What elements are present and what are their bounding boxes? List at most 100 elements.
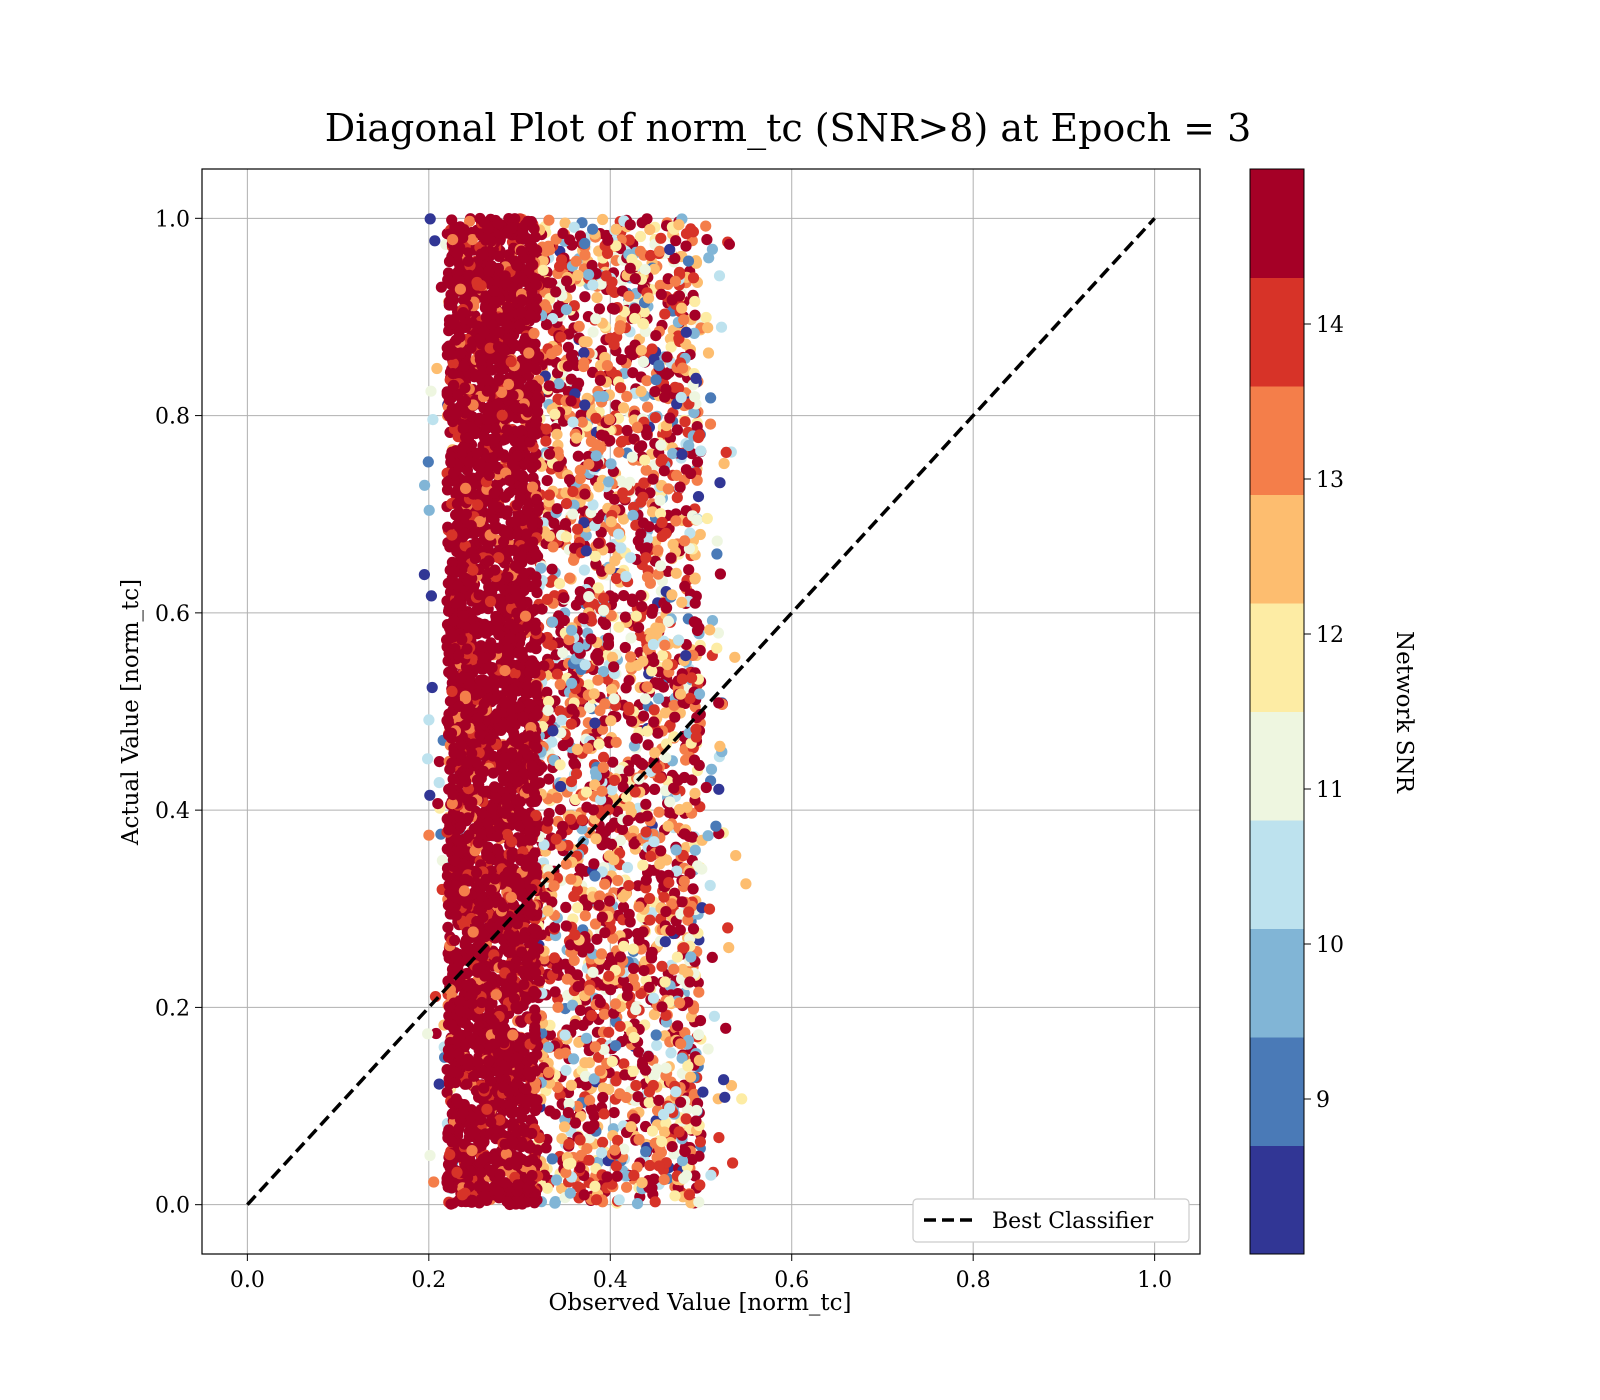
data-point <box>606 683 618 696</box>
data-point <box>591 439 603 451</box>
data-point <box>648 716 660 728</box>
data-point <box>596 785 608 797</box>
data-point <box>693 688 706 700</box>
data-point <box>543 448 556 460</box>
data-point <box>571 432 583 444</box>
data-point <box>579 291 591 303</box>
data-point <box>679 580 691 592</box>
data-point <box>627 367 639 379</box>
data-point <box>596 565 608 577</box>
data-point <box>608 774 621 787</box>
data-point <box>669 275 682 287</box>
data-point <box>609 1144 621 1156</box>
data-point <box>551 962 563 974</box>
data-point <box>643 1086 656 1098</box>
data-point <box>635 344 647 356</box>
data-point <box>612 1134 624 1147</box>
data-point <box>676 1052 688 1064</box>
data-point <box>566 703 578 715</box>
data-point <box>648 704 660 716</box>
data-point <box>548 952 561 964</box>
data-point <box>569 1018 581 1031</box>
data-point <box>550 833 562 845</box>
data-point <box>640 798 652 810</box>
data-point <box>704 624 716 636</box>
data-point <box>572 523 584 535</box>
data-point <box>670 1086 682 1098</box>
data-point <box>676 302 688 314</box>
data-point <box>594 1065 606 1077</box>
data-point <box>583 591 595 603</box>
data-point <box>678 875 690 887</box>
data-point <box>674 481 686 493</box>
data-point <box>614 323 626 335</box>
data-point <box>582 742 594 755</box>
data-point <box>543 695 555 708</box>
data-point <box>491 843 503 855</box>
data-point <box>583 1154 595 1166</box>
data-point <box>598 751 610 764</box>
data-point <box>628 962 640 975</box>
data-point <box>614 951 627 963</box>
data-point <box>573 320 585 332</box>
data-point <box>544 1077 556 1089</box>
data-point <box>574 1134 586 1146</box>
data-point <box>645 850 657 863</box>
data-point <box>617 891 629 903</box>
data-point <box>658 465 670 477</box>
data-point <box>591 292 603 304</box>
data-point <box>554 678 566 691</box>
data-point <box>574 473 586 485</box>
data-point <box>648 263 660 275</box>
data-point <box>689 787 701 800</box>
data-point <box>596 911 608 923</box>
data-point <box>553 378 565 390</box>
data-point <box>694 1136 707 1148</box>
data-point <box>678 314 690 326</box>
data-point <box>687 923 700 935</box>
data-point <box>623 765 635 777</box>
data-point <box>570 255 582 267</box>
data-point <box>609 555 621 567</box>
data-point <box>582 1121 594 1133</box>
data-point <box>647 473 659 485</box>
data-point <box>636 217 648 229</box>
data-point <box>603 850 616 862</box>
data-point <box>560 920 572 932</box>
data-point <box>648 836 660 848</box>
data-point <box>691 624 704 637</box>
data-point <box>722 922 734 934</box>
data-point <box>560 304 573 316</box>
data-point <box>637 859 649 871</box>
data-point <box>558 592 570 604</box>
data-point <box>608 693 620 705</box>
data-point <box>583 679 595 691</box>
data-point <box>718 457 730 470</box>
data-point <box>685 951 697 963</box>
data-point <box>649 1196 661 1208</box>
data-point <box>668 963 680 975</box>
data-point <box>617 487 629 499</box>
data-point <box>578 357 590 369</box>
data-point <box>687 883 699 895</box>
data-point <box>562 360 574 372</box>
data-point <box>654 279 666 291</box>
data-point <box>638 710 650 722</box>
data-point <box>667 448 679 460</box>
data-point <box>620 682 632 694</box>
data-point <box>700 311 712 324</box>
data-point <box>564 572 576 584</box>
data-point <box>696 863 708 875</box>
data-point <box>635 987 647 1000</box>
data-point <box>572 269 584 281</box>
data-point <box>564 474 576 486</box>
data-point <box>576 814 588 826</box>
data-point <box>589 1180 601 1192</box>
data-point <box>548 517 560 529</box>
data-point <box>692 491 705 503</box>
data-point <box>639 264 651 276</box>
data-point <box>552 446 564 458</box>
data-point <box>587 279 599 291</box>
data-point <box>597 723 609 735</box>
data-point <box>646 607 658 619</box>
